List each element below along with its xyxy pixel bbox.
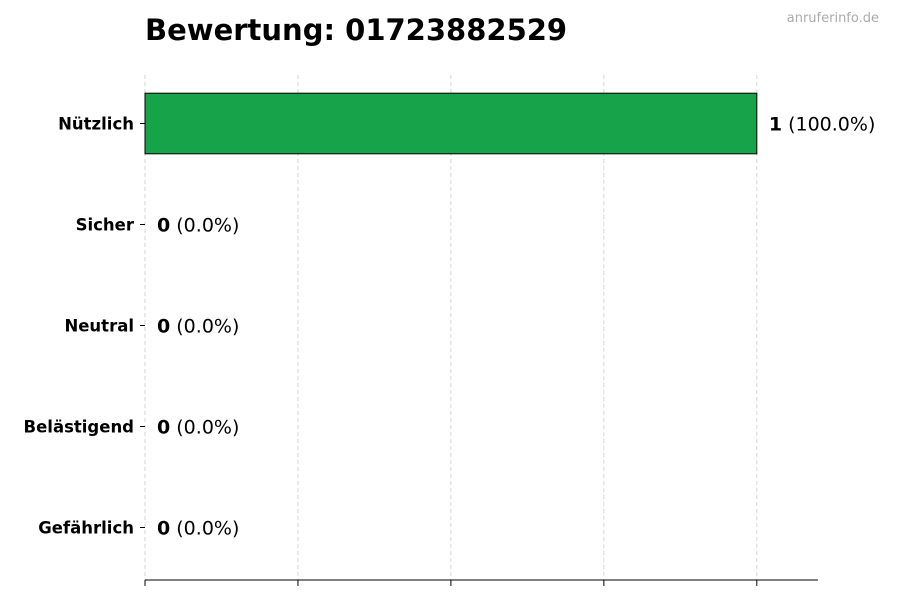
- data-label: 0 (0.0%): [157, 417, 239, 439]
- category-label: Sicher: [76, 216, 135, 235]
- bar: [144, 92, 758, 155]
- value-label: 0: [157, 518, 170, 540]
- category-label: Nützlich: [58, 115, 134, 134]
- value-label: 0: [157, 215, 170, 237]
- data-label: 0 (0.0%): [157, 316, 239, 338]
- data-label: 1 (100.0%): [769, 114, 876, 136]
- percent-label: (100.0%): [782, 114, 875, 136]
- percent-label: (0.0%): [170, 417, 239, 439]
- value-label: 0: [157, 316, 170, 338]
- data-label: 0 (0.0%): [157, 518, 239, 540]
- value-label: 0: [157, 417, 170, 439]
- category-label: Neutral: [64, 317, 134, 336]
- chart-title: Bewertung: 01723882529: [145, 13, 567, 47]
- percent-label: (0.0%): [170, 316, 239, 338]
- data-label: 0 (0.0%): [157, 215, 239, 237]
- percent-label: (0.0%): [170, 518, 239, 540]
- category-label: Gefährlich: [38, 519, 134, 538]
- percent-label: (0.0%): [170, 215, 239, 237]
- value-label: 1: [769, 114, 782, 136]
- category-label: Belästigend: [24, 418, 134, 437]
- watermark: anruferinfo.de: [787, 11, 879, 26]
